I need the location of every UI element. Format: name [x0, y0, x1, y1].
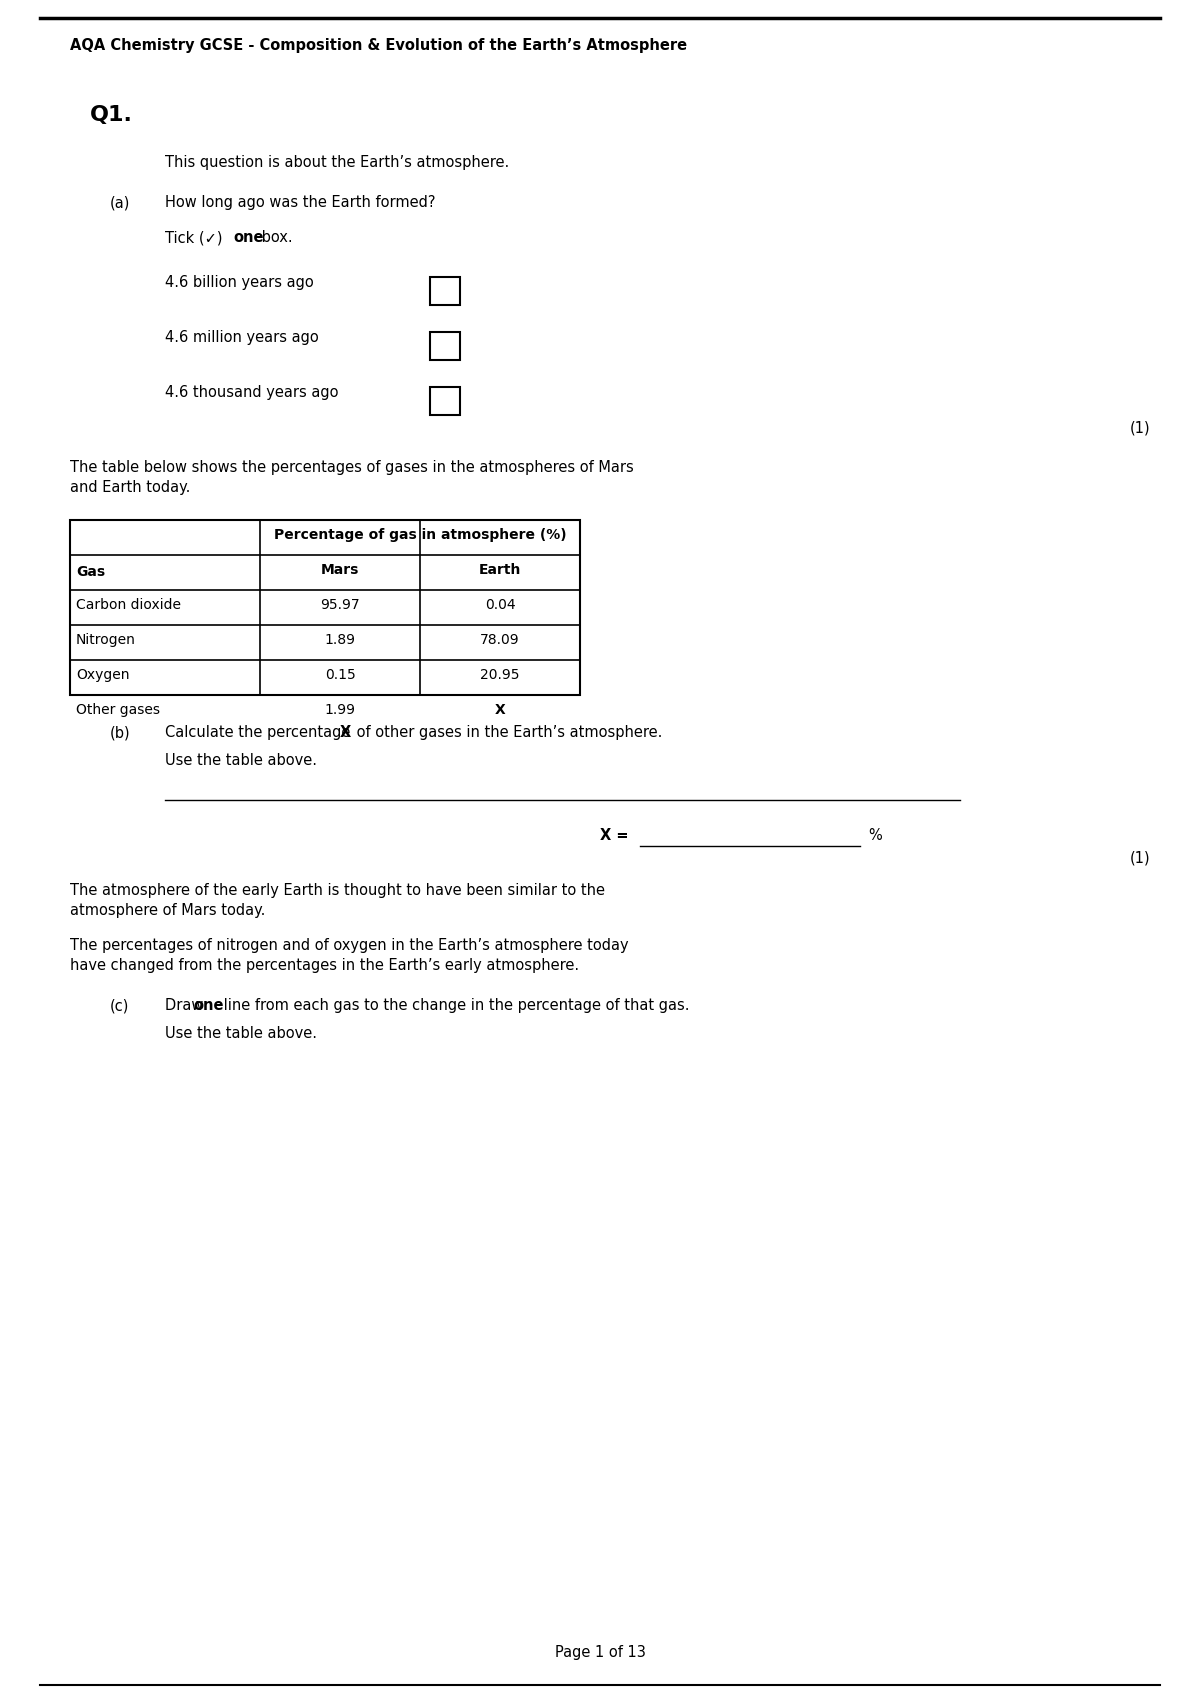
Bar — [430, 277, 460, 304]
Text: (a): (a) — [110, 196, 131, 211]
Text: 95.97: 95.97 — [320, 598, 360, 612]
Text: 0.15: 0.15 — [325, 668, 355, 682]
Text: Oxygen: Oxygen — [76, 668, 130, 682]
Text: Other gases: Other gases — [76, 704, 160, 717]
Text: AQA Chemistry GCSE - Composition & Evolution of the Earth’s Atmosphere: AQA Chemistry GCSE - Composition & Evolu… — [70, 37, 688, 53]
Text: Draw: Draw — [166, 998, 208, 1013]
Text: 20.95: 20.95 — [480, 668, 520, 682]
Text: Percentage of gas in atmosphere (%): Percentage of gas in atmosphere (%) — [274, 529, 566, 542]
Text: (c): (c) — [110, 998, 130, 1013]
Text: Nitrogen: Nitrogen — [76, 632, 136, 648]
Text: (b): (b) — [110, 724, 131, 740]
Text: X: X — [340, 724, 352, 740]
Text: 78.09: 78.09 — [480, 632, 520, 648]
Text: one: one — [193, 998, 223, 1013]
Text: Page 1 of 13: Page 1 of 13 — [554, 1646, 646, 1659]
Text: The atmosphere of the early Earth is thought to have been similar to the: The atmosphere of the early Earth is tho… — [70, 882, 605, 898]
Text: one: one — [233, 230, 264, 245]
Text: Tick (✓): Tick (✓) — [166, 230, 227, 245]
Text: and Earth today.: and Earth today. — [70, 479, 191, 495]
Text: Use the table above.: Use the table above. — [166, 753, 317, 768]
Text: have changed from the percentages in the Earth’s early atmosphere.: have changed from the percentages in the… — [70, 959, 580, 972]
Text: The percentages of nitrogen and of oxygen in the Earth’s atmosphere today: The percentages of nitrogen and of oxyge… — [70, 938, 629, 954]
Bar — [430, 388, 460, 415]
Text: 1.99: 1.99 — [324, 704, 355, 717]
Text: Gas: Gas — [76, 564, 106, 580]
Text: 4.6 million years ago: 4.6 million years ago — [166, 330, 319, 345]
Text: X =: X = — [600, 828, 629, 843]
Text: How long ago was the Earth formed?: How long ago was the Earth formed? — [166, 196, 436, 211]
Text: 0.04: 0.04 — [485, 598, 515, 612]
Text: Q1.: Q1. — [90, 105, 133, 126]
Text: line from each gas to the change in the percentage of that gas.: line from each gas to the change in the … — [220, 998, 690, 1013]
Text: 4.6 thousand years ago: 4.6 thousand years ago — [166, 384, 338, 399]
Text: box.: box. — [257, 230, 293, 245]
Text: Carbon dioxide: Carbon dioxide — [76, 598, 181, 612]
Text: 1.89: 1.89 — [324, 632, 355, 648]
Text: Mars: Mars — [320, 563, 359, 576]
Text: (1): (1) — [1130, 850, 1151, 865]
Bar — [70, 520, 580, 695]
Text: X: X — [494, 704, 505, 717]
Text: Use the table above.: Use the table above. — [166, 1027, 317, 1040]
Text: of other gases in the Earth’s atmosphere.: of other gases in the Earth’s atmosphere… — [352, 724, 662, 740]
Text: Calculate the percentage: Calculate the percentage — [166, 724, 355, 740]
Text: atmosphere of Mars today.: atmosphere of Mars today. — [70, 903, 265, 918]
Text: This question is about the Earth’s atmosphere.: This question is about the Earth’s atmos… — [166, 155, 509, 170]
Text: 4.6 billion years ago: 4.6 billion years ago — [166, 275, 313, 291]
Text: The table below shows the percentages of gases in the atmospheres of Mars: The table below shows the percentages of… — [70, 461, 634, 474]
Text: Earth: Earth — [479, 563, 521, 576]
Text: (1): (1) — [1130, 420, 1151, 435]
Text: %: % — [868, 828, 882, 843]
Bar — [430, 332, 460, 360]
